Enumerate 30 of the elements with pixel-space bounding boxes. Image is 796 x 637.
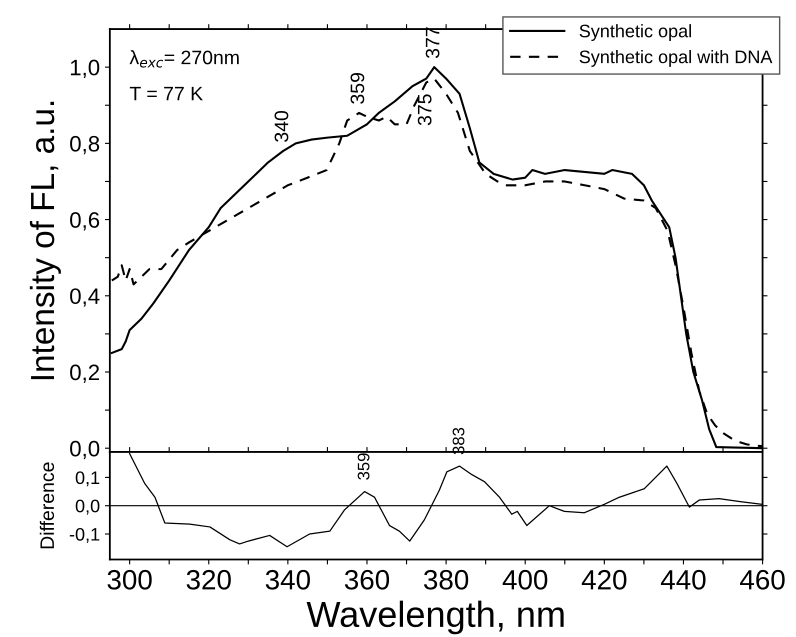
y-tick-label: 0,8: [70, 136, 100, 154]
annotation: 375: [418, 94, 432, 126]
x-tick-label: 300: [108, 570, 152, 590]
y-tick-label: 0,2: [70, 364, 100, 383]
y-axis-title: Difference: [40, 462, 54, 548]
x-tick-label: 460: [740, 570, 785, 590]
annotation: 340: [274, 110, 288, 142]
y-tick-label: 0,4: [70, 288, 100, 307]
annotation: λ$_{exc}$= 270nm: [130, 50, 239, 68]
x-tick-label: 380: [424, 570, 468, 590]
y-tick-label: -0,1: [70, 528, 100, 543]
annotation: 359: [358, 453, 370, 480]
x-tick-label: 440: [660, 570, 706, 590]
x-tick-label: 420: [582, 570, 626, 590]
legend-label: Synthetic opal with DNA: [580, 50, 772, 67]
x-tick-label: 400: [502, 570, 548, 590]
x-tick-label: 320: [186, 570, 231, 590]
y-tick-label: 0,0: [76, 500, 100, 515]
y-tick-label: 0,1: [76, 471, 100, 486]
legend-label: Synthetic opal: [580, 24, 691, 41]
x-axis-title: Wavelength, nm: [306, 600, 564, 634]
annotation: 383: [452, 428, 464, 454]
x-tick-label: 340: [266, 570, 310, 590]
annotation: 359: [350, 73, 364, 104]
x-tick-label: 360: [344, 570, 390, 590]
y-axis-title: Intensity of FL, a.u.: [30, 102, 61, 380]
annotation: T = 77 K: [130, 86, 203, 100]
y-tick-label: 0,6: [70, 212, 100, 230]
y-tick-label: 1,0: [70, 60, 100, 78]
y-tick-label: 0,0: [70, 440, 100, 460]
